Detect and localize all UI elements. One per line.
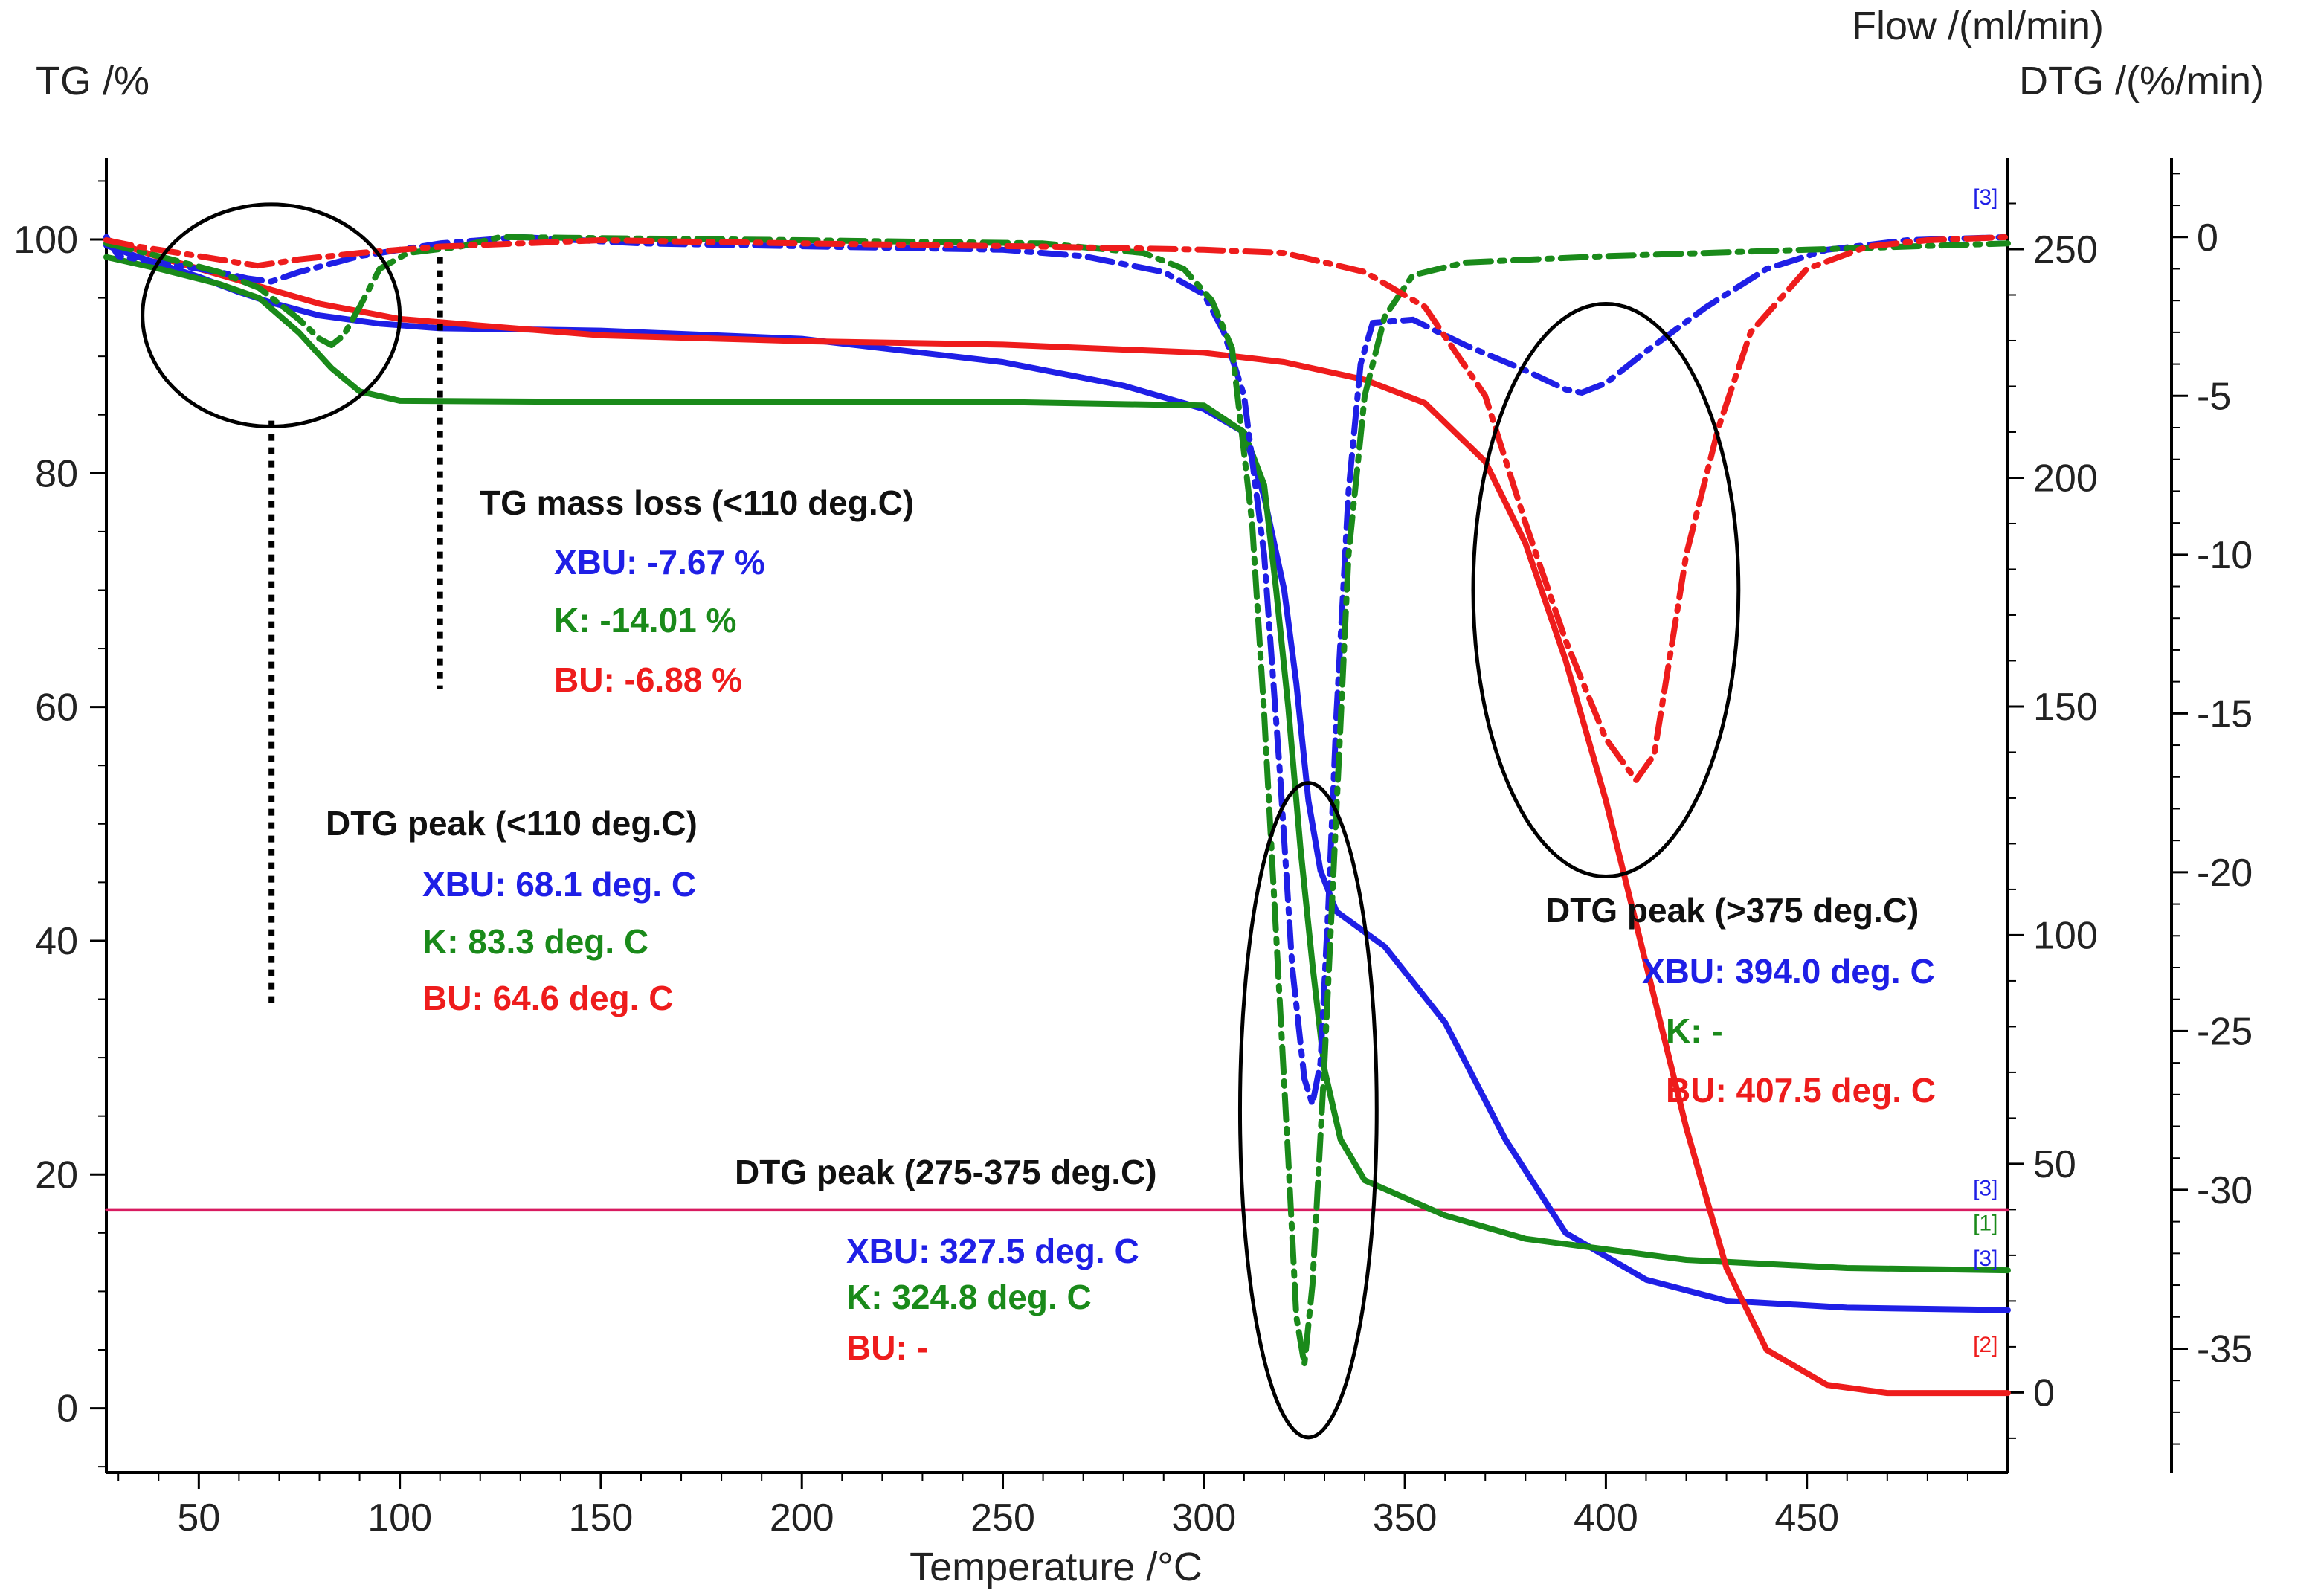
highlight-ellipse: [1471, 301, 1741, 879]
dtg-tick-label: -5: [2197, 375, 2231, 418]
x-tick-label: 250: [970, 1496, 1035, 1539]
curve-label: [2]: [1973, 1333, 1997, 1357]
annotation-dtg-275-375: DTG peak (275-375 deg.C) XBU: 327.5 deg.…: [735, 1153, 1157, 1367]
curve-label: [3]: [1973, 1246, 1997, 1271]
x-tick-label: 200: [770, 1496, 834, 1539]
annotation-line-bu: BU: 64.6 deg. C: [422, 979, 673, 1017]
tg-tick-label: 0: [57, 1388, 78, 1431]
x-axis-title: Temperature /°C: [910, 1545, 1203, 1589]
flow-tick-label: 200: [2033, 457, 2098, 500]
annotation-title: TG mass loss (<110 deg.C): [480, 483, 914, 522]
annotation-line-k: K: -14.01 %: [554, 601, 736, 640]
tg-tick-label: 20: [35, 1153, 78, 1197]
dtg-tick-label: -20: [2197, 852, 2253, 895]
highlight-ellipse: [141, 202, 402, 428]
dtg-tick-label: -25: [2197, 1010, 2253, 1053]
k-dtg-curve: [103, 234, 2011, 1368]
x-tick-label: 150: [569, 1496, 634, 1539]
tg-tick-label: 60: [35, 686, 78, 730]
annotation-line-bu: BU: -: [846, 1328, 928, 1367]
xbu-dtg-curve: [103, 234, 2011, 1107]
curve-label: [3]: [1973, 185, 1997, 210]
annotation-line-k: K: -: [1666, 1011, 1723, 1050]
ticks: 50 100 150 200 250 300 350 400 450 0 20 40 60 80 100 0 5…: [13, 173, 2253, 1539]
annotation-title: DTG peak (<110 deg.C): [326, 804, 698, 843]
bu-dtg-curve: [103, 234, 2011, 783]
plot-area: [3] [3] [1] [3] [2]: [103, 185, 2011, 1440]
k-tg-curve: [103, 254, 2011, 1274]
annotation-line-k: K: 324.8 deg. C: [846, 1278, 1092, 1316]
highlight-ellipse: [1237, 781, 1379, 1440]
annotation-line-xbu: XBU: 394.0 deg. C: [1642, 952, 1935, 991]
dtg-tick-label: 0: [2197, 216, 2218, 260]
dtg-tick-label: -15: [2197, 692, 2253, 736]
flow-tick-label: 0: [2033, 1371, 2055, 1415]
x-tick-label: 350: [1373, 1496, 1438, 1539]
curve-label: [1]: [1973, 1212, 1997, 1236]
tg-tick-label: 80: [35, 452, 78, 495]
curve-label: [3]: [1973, 1177, 1997, 1201]
annotations: TG mass loss (<110 deg.C) XBU: -7.67 % K…: [326, 483, 1936, 1367]
x-tick-label: 300: [1171, 1496, 1236, 1539]
flow-tick-label: 250: [2033, 228, 2098, 271]
annotation-dtg-375: DTG peak (>375 deg.C) XBU: 394.0 deg. C …: [1545, 891, 1936, 1110]
flow-tick-label: 100: [2033, 914, 2098, 957]
x-tick-label: 100: [367, 1496, 432, 1539]
y-left-axis-title: TG /%: [36, 59, 149, 103]
dtg-tick-label: -35: [2197, 1328, 2253, 1371]
annotation-tg-mass-loss: TG mass loss (<110 deg.C) XBU: -7.67 % K…: [480, 483, 914, 699]
annotation-line-bu: BU: 407.5 deg. C: [1666, 1071, 1936, 1110]
annotation-title: DTG peak (275-375 deg.C): [735, 1153, 1157, 1191]
tg-tick-label: 100: [13, 219, 78, 262]
x-tick-label: 450: [1774, 1496, 1839, 1539]
flow-tick-label: 50: [2033, 1143, 2076, 1186]
annotation-line-xbu: XBU: -7.67 %: [554, 543, 765, 582]
annotation-line-xbu: XBU: 68.1 deg. C: [422, 865, 696, 904]
x-tick-label: 50: [177, 1496, 220, 1539]
dtg-tick-label: -10: [2197, 534, 2253, 577]
tg-tick-label: 40: [35, 920, 78, 963]
annotation-line-k: K: 83.3 deg. C: [422, 922, 648, 961]
x-tick-label: 400: [1574, 1496, 1638, 1539]
annotation-line-xbu: XBU: 327.5 deg. C: [846, 1232, 1139, 1270]
y-right2-axis-title: DTG /(%/min): [2019, 59, 2264, 103]
annotation-title: DTG peak (>375 deg.C): [1545, 891, 1919, 930]
annotation-dtg-110: DTG peak (<110 deg.C) XBU: 68.1 deg. C K…: [326, 804, 698, 1017]
annotation-line-bu: BU: -6.88 %: [554, 660, 742, 699]
dtg-tick-label: -30: [2197, 1169, 2253, 1212]
y-right1-axis-title: Flow /(ml/min): [1852, 4, 2104, 48]
flow-tick-label: 150: [2033, 686, 2098, 729]
